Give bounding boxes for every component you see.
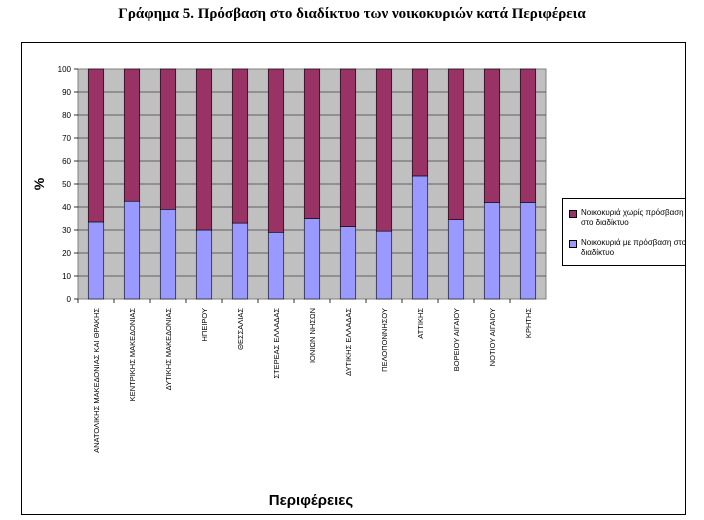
y-tick-label-80: 80 — [62, 111, 71, 120]
x-tick-label-6: ΙΟΝΙΩΝ ΝΗΣΩΝ — [308, 308, 317, 363]
bar-without-access-7 — [339, 68, 357, 227]
y-tick-label-50: 50 — [62, 180, 71, 189]
x-tick-label-10: ΒΟΡΕΙΟΥ ΑΙΓΑΙΟΥ — [452, 308, 461, 371]
page-title: Γράφημα 5. Πρόσβαση στο διαδίκτυο των νο… — [118, 6, 586, 22]
bar-with-access-9 — [411, 175, 429, 300]
legend-item-with-access: Νοικοκυριά με πρόσβαση στο διαδίκτυο — [569, 238, 689, 258]
bar-with-access-12 — [519, 202, 537, 300]
bar-without-access-6 — [303, 68, 321, 219]
bar-with-access-2 — [159, 209, 177, 300]
x-tick-label-4: ΘΕΣΣΑΛΙΑΣ — [236, 308, 245, 350]
x-tick-label-7: ΔΥΤΙΚΗΣ ΕΛΛΑΔΑΣ — [344, 308, 353, 376]
y-tick-label-100: 100 — [58, 65, 72, 74]
y-tick-label-30: 30 — [62, 226, 71, 235]
legend: Νοικοκυριά χωρίς πρόσβαση στο διαδίκτυο … — [562, 198, 686, 266]
bar-without-access-8 — [375, 68, 393, 232]
bar-without-access-1 — [123, 68, 141, 202]
legend-item-without-access: Νοικοκυριά χωρίς πρόσβαση στο διαδίκτυο — [569, 208, 689, 228]
bar-with-access-7 — [339, 226, 357, 300]
x-tick-label-1: ΚΕΝΤΡΙΚΗΣ ΜΑΚΕΔΟΝΙΑΣ — [128, 308, 137, 402]
y-tick-label-10: 10 — [62, 272, 71, 281]
bar-without-access-10 — [447, 68, 465, 220]
legend-swatch-without-access — [569, 210, 577, 218]
x-tick-label-9: ΑΤΤΙΚΗΣ — [416, 308, 425, 339]
y-tick-label-90: 90 — [62, 88, 71, 97]
bar-with-access-6 — [303, 218, 321, 300]
x-tick-label-8: ΠΕΛΟΠΟΝΝΗΣΟΥ — [380, 308, 389, 372]
bar-with-access-0 — [87, 221, 105, 300]
y-tick-label-40: 40 — [62, 203, 71, 212]
bars — [87, 68, 537, 300]
bar-with-access-1 — [123, 200, 141, 300]
x-tick-labels: ΑΝΑΤΟΛΙΚΗΣ ΜΑΚΕΔΟΝΙΑΣ ΚΑΙ ΘΡΑΚΗΣ ΚΕΝΤΡΙΚΗ… — [77, 299, 533, 453]
y-tick-label-0: 0 — [67, 295, 72, 304]
bar-with-access-3 — [195, 229, 213, 300]
bar-without-access-5 — [267, 68, 285, 233]
x-tick-label-5: ΣΤΕΡΕΑΣ ΕΛΛΑΔΑΣ — [272, 308, 281, 379]
legend-label-without-access: Νοικοκυριά χωρίς πρόσβαση στο διαδίκτυο — [581, 208, 684, 227]
bar-without-access-11 — [483, 68, 501, 203]
x-tick-label-3: ΗΠΕΙΡΟΥ — [200, 308, 209, 342]
y-axis-label: % — [31, 177, 47, 190]
bar-with-access-8 — [375, 230, 393, 300]
bar-with-access-10 — [447, 219, 465, 300]
x-tick-label-11: ΝΟΤΙΟΥ ΑΙΓΑΙΟΥ — [488, 308, 497, 366]
y-tick-labels: 0 10 20 30 40 50 60 70 80 90 100 — [58, 65, 78, 304]
y-tick-label-20: 20 — [62, 249, 71, 258]
x-tick-label-12: ΚΡΗΤΗΣ — [524, 308, 533, 338]
y-tick-label-60: 60 — [62, 157, 71, 166]
x-tick-label-2: ΔΥΤΙΚΗΣ ΜΑΚΕΔΟΝΙΑΣ — [164, 308, 173, 391]
bar-without-access-3 — [195, 68, 213, 231]
bar-with-access-4 — [231, 222, 249, 300]
legend-swatch-with-access — [569, 240, 577, 248]
bar-without-access-0 — [87, 68, 105, 223]
bar-without-access-2 — [159, 68, 177, 210]
bar-without-access-4 — [231, 68, 249, 224]
bar-without-access-9 — [411, 68, 429, 177]
y-tick-label-70: 70 — [62, 134, 71, 143]
bar-with-access-5 — [267, 232, 285, 300]
x-axis-label: Περιφέρειες — [269, 492, 354, 509]
legend-label-with-access: Νοικοκυριά με πρόσβαση στο διαδίκτυο — [581, 238, 687, 257]
bar-with-access-11 — [483, 202, 501, 300]
x-tick-label-0: ΑΝΑΤΟΛΙΚΗΣ ΜΑΚΕΔΟΝΙΑΣ ΚΑΙ ΘΡΑΚΗΣ — [92, 308, 101, 453]
bar-without-access-12 — [519, 68, 537, 203]
